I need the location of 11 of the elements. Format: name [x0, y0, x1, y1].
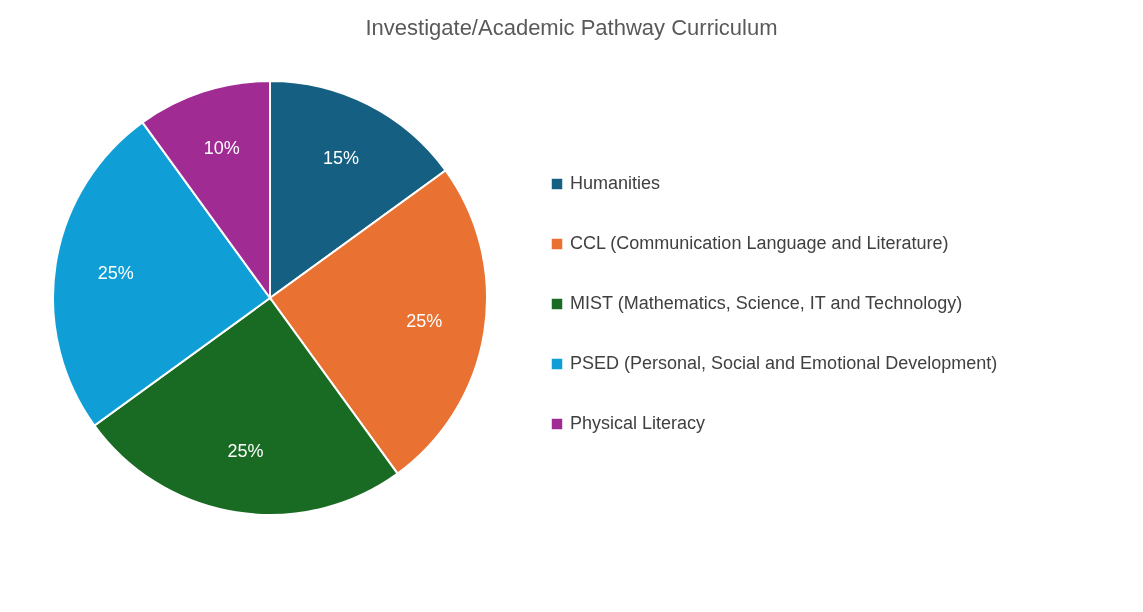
legend-label: Humanities — [570, 173, 661, 193]
data-label: 10% — [203, 138, 240, 159]
data-label: 25% — [406, 311, 443, 332]
data-label: 25% — [97, 262, 134, 283]
legend-label: PSED (Personal, Social and Emotional Development) — [570, 353, 998, 373]
data-label: 25% — [227, 441, 264, 462]
legend-label: Physical Literacy — [570, 413, 706, 433]
legend-label: MIST (Mathematics, Science, IT and Technology) — [570, 293, 963, 313]
chart-title: Investigate/Academic Pathway Curriculum — [365, 15, 778, 40]
data-label: 15% — [322, 147, 359, 168]
legend-label: CCL (Communication Language and Literature) — [570, 233, 949, 253]
